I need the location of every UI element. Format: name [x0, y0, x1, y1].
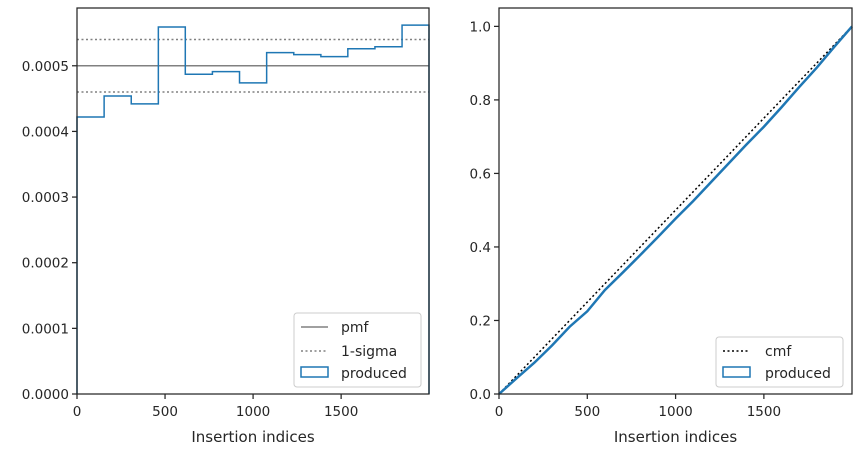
legend-produced-label-right: produced — [765, 366, 831, 382]
cumulative-y-tick-label: 0.2 — [470, 313, 491, 329]
legend-1-sigma-label: 1-sigma — [341, 344, 397, 360]
histogram-x-tick-label: 1000 — [236, 404, 270, 420]
cumulative-x-tick-label: 500 — [574, 404, 600, 420]
histogram-x-tick-label: 1500 — [324, 404, 358, 420]
cumulative-legend-box — [715, 336, 844, 388]
legend-produced-swatch-right — [722, 366, 751, 378]
legend-produced-label: produced — [341, 366, 407, 382]
cumulative-y-ticks: 0.0 0.2 0.4 0.6 0.8 1.0 — [470, 19, 499, 403]
produced-line — [498, 25, 853, 395]
histogram-plot-area — [76, 24, 430, 394]
cumulative-y-tick-label: 1.0 — [470, 19, 491, 35]
cumulative-axes-frame — [498, 7, 853, 395]
cumulative-panel: 0.0 0.2 0.4 0.6 0.8 1.0 0 500 1000 1500 Insertio… — [470, 7, 853, 446]
histogram-y-tick-label: 0.0004 — [22, 124, 69, 140]
cumulative-x-axis-label: Insertion indices — [614, 428, 737, 446]
histogram-x-axis-label: Insertion indices — [191, 428, 314, 446]
histogram-x-tick-label: 500 — [152, 404, 178, 420]
histogram-x-tick-label: 0 — [73, 404, 82, 420]
legend-produced-swatch — [300, 366, 329, 378]
cumulative-x-tick-label: 0 — [495, 404, 504, 420]
histogram-panel: 0.0000 0.0001 0.0002 0.0003 0.0004 0.0005 0 50… — [22, 7, 430, 446]
cumulative-plot-area — [498, 25, 853, 395]
cmf-line — [498, 25, 853, 395]
cumulative-x-ticks: 0 500 1000 1500 — [495, 394, 781, 420]
histogram-legend-box — [293, 312, 422, 388]
histogram-legend: pmf 1-sigma produced — [293, 312, 422, 388]
histogram-y-tick-label: 0.0002 — [22, 256, 69, 272]
histogram-y-ticks: 0.0000 0.0001 0.0002 0.0003 0.0004 0.0005 — [22, 59, 77, 403]
cumulative-x-tick-label: 1000 — [658, 404, 692, 420]
cumulative-y-tick-label: 0.0 — [470, 387, 491, 403]
histogram-y-tick-label: 0.0003 — [22, 190, 69, 206]
produced-step-histogram — [76, 24, 430, 394]
histogram-y-tick-label: 0.0001 — [22, 321, 69, 337]
cumulative-y-tick-label: 0.6 — [470, 166, 491, 182]
histogram-y-tick-label: 0.0000 — [22, 387, 69, 403]
cumulative-y-tick-label: 0.8 — [470, 93, 491, 109]
histogram-x-ticks: 0 500 1000 1500 — [73, 394, 358, 420]
legend-cmf-label: cmf — [765, 344, 792, 360]
histogram-y-tick-label: 0.0005 — [22, 59, 69, 75]
cumulative-y-tick-label: 0.4 — [470, 240, 491, 256]
legend-pmf-label: pmf — [341, 320, 370, 336]
cumulative-legend: cmf produced — [715, 336, 844, 388]
cumulative-x-tick-label: 1500 — [747, 404, 781, 420]
